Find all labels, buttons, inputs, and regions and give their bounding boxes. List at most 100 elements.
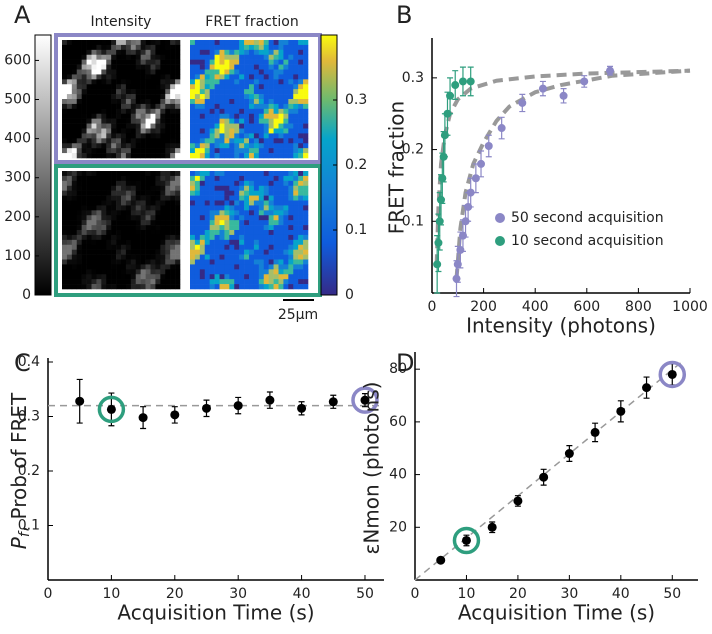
image-pixel [106,220,112,226]
image-pixel [150,94,156,100]
image-pixel [194,234,201,241]
image-pixel [298,185,304,191]
image-pixel [278,69,284,75]
image-pixel [165,138,171,144]
image-pixel [91,59,97,65]
y-axis-label: εNmon (photons) [360,382,384,555]
image-pixel [244,215,250,221]
image-pixel [91,123,97,129]
image-pixel [273,153,279,159]
image-pixel [209,74,215,80]
image-pixel [268,133,274,139]
image-pixel [81,59,87,65]
image-pixel [298,220,304,226]
image-pixel [111,180,117,187]
image-pixel [234,259,240,265]
image-pixel [204,274,210,280]
image-pixel [140,215,146,221]
image-pixel [62,200,68,206]
y-tick-label: 20 [389,519,407,535]
image-pixel [130,234,137,241]
image-pixel [145,205,151,211]
point [233,401,243,411]
x-tick-label: 40 [612,586,630,602]
image-pixel [273,44,279,51]
image-pixel [116,99,122,105]
image-pixel [278,220,284,226]
image-pixel [303,215,309,221]
image-pixel [263,99,269,105]
image-pixel [76,59,82,65]
image-pixel [253,89,260,95]
image-pixel [194,118,201,124]
image-pixel [96,190,102,196]
image-pixel [91,190,97,196]
image-pixel [140,244,146,250]
image-pixel [268,99,274,105]
image-pixel [160,99,166,105]
image-pixel [219,113,225,119]
image-pixel [91,103,97,110]
image-pixel [190,54,196,60]
image-pixel [283,59,289,65]
panel-label: D [396,349,414,377]
image-pixel [175,74,181,80]
image-pixel [91,200,97,206]
image-pixel [71,103,78,110]
image-pixel [66,274,73,280]
image-pixel [62,89,68,95]
image-pixel [219,148,225,154]
image-pixel [121,254,127,260]
image-pixel [209,84,215,90]
image-pixel [165,239,171,246]
image-pixel [170,128,176,134]
image-pixel [263,269,269,275]
image-pixel [145,185,151,191]
image-pixel [62,230,68,236]
image-pixel [209,244,215,250]
point [458,77,467,86]
image-pixel [219,103,225,110]
image-pixel [229,230,235,236]
image-pixel [293,40,299,46]
image-pixel [229,128,235,134]
image-pixel [253,284,260,290]
image-pixel [303,69,309,75]
image-pixel [101,108,107,115]
image-pixel [298,59,304,65]
image-pixel [76,123,82,129]
image-pixel [91,215,97,221]
image-pixel [229,54,235,60]
image-pixel [258,205,265,211]
image-pixel [234,264,240,270]
image-pixel [155,79,161,85]
image-pixel [293,108,299,115]
point [360,395,370,405]
image-pixel [121,59,127,65]
image-pixel [268,148,274,154]
image-pixel [106,84,112,90]
image-pixel [204,269,210,275]
image-pixel [258,220,265,226]
image-pixel [175,185,181,191]
image-pixel [194,215,201,221]
image-pixel [160,143,166,149]
image-pixel [190,259,196,265]
image-pixel [253,133,260,139]
image-pixel [239,84,245,90]
image-pixel [288,269,294,275]
image-pixel [96,64,102,70]
image-pixel [258,69,265,75]
image-pixel [71,89,78,95]
image-pixel [111,103,117,110]
image-pixel [121,74,127,80]
image-pixel [165,108,171,115]
image-pixel [106,103,112,110]
image-pixel [263,148,269,154]
image-pixel [249,269,255,275]
image-pixel [298,64,304,70]
image-pixel [121,89,127,95]
image-pixel [71,118,78,124]
image-pixel [214,148,220,154]
point [559,91,568,100]
